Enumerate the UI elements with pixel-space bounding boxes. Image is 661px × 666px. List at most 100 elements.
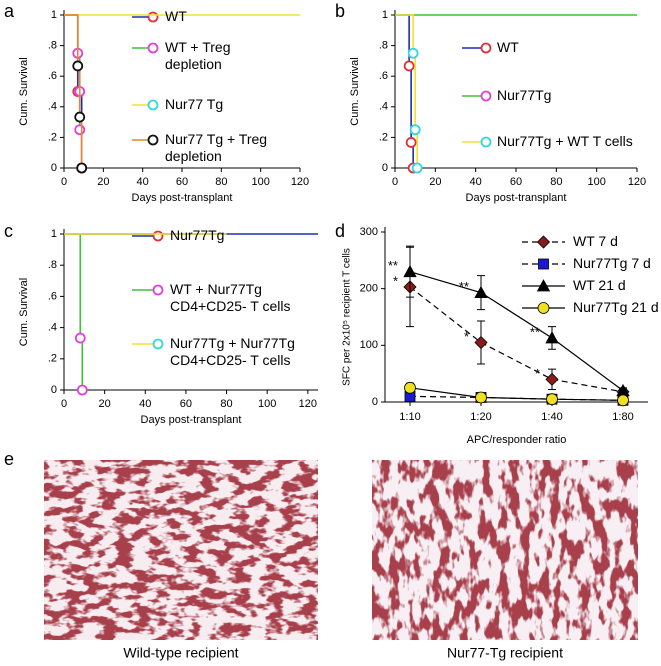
y-tick-label: .2	[48, 353, 57, 365]
x-tick-label: 40	[470, 176, 482, 188]
legend-label: Nur77Tg	[497, 87, 552, 103]
event-marker	[76, 384, 88, 396]
legend-label: WT + Nur77Tg CD4+CD25- T cells	[170, 281, 291, 314]
legend-marker	[480, 136, 492, 148]
axis-label-panel: d	[335, 221, 345, 241]
legend-label: WT + Treg depletion	[165, 39, 231, 72]
significance-mark: **	[530, 324, 540, 339]
legend-marker	[147, 11, 159, 23]
x-tick-label: 80	[220, 398, 232, 410]
y-tick-label: 1	[51, 9, 57, 21]
x-axis-label: Days post-transplant	[466, 192, 567, 204]
legend-label: Nur77 Tg + Treg depletion	[165, 131, 268, 164]
y-tick-label: .4	[48, 322, 57, 334]
x-tick-label: 120	[299, 398, 317, 410]
legend-marker	[147, 42, 159, 54]
event-marker	[74, 111, 86, 123]
legend-marker	[480, 42, 492, 54]
y-tick-label: .6	[48, 70, 57, 82]
x-tick-label: 60	[180, 398, 192, 410]
y-tick-label: 0	[51, 384, 57, 396]
y-tick-label: .4	[379, 101, 388, 113]
legend-label: Nur77Tg 7 d	[573, 255, 651, 271]
event-marker	[403, 60, 415, 72]
event-marker	[74, 124, 86, 136]
y-tick-label: 0	[372, 396, 378, 408]
series-line	[409, 395, 624, 401]
y-tick-label: 0	[51, 162, 57, 174]
axis-label-panel: a	[4, 1, 15, 21]
panel-label: e	[4, 449, 14, 469]
significance-mark: **	[459, 279, 469, 294]
histology-texture	[44, 460, 318, 640]
y-tick-label: 300	[360, 226, 378, 238]
x-tick-label: 0	[61, 398, 67, 410]
y-tick-label: .8	[48, 259, 57, 271]
legend-label: WT 21 d	[573, 277, 626, 293]
legend-marker	[147, 134, 159, 146]
x-tick-label: 20	[97, 176, 109, 188]
y-axis-label: Cum. Survival	[18, 278, 30, 346]
x-tick-label: 100	[587, 176, 605, 188]
legend-label: Nur77Tg + Nur77Tg CD4+CD25- T cells	[170, 335, 295, 368]
data-point	[474, 335, 488, 350]
event-marker	[409, 124, 421, 136]
x-axis-label: Days post-transplant	[132, 192, 233, 204]
x-tick-label: 20	[429, 176, 441, 188]
image-caption: Nur77-Tg recipient	[447, 645, 563, 661]
y-tick-label: 0	[382, 162, 388, 174]
x-tick-label: 60	[176, 176, 188, 188]
x-axis-label: Days post-transplant	[141, 414, 242, 426]
legend-marker	[538, 258, 549, 270]
y-tick-label: .2	[48, 131, 57, 143]
legend-marker	[480, 90, 492, 102]
y-axis-label: Cum. Survival	[349, 57, 361, 125]
survival-line	[64, 233, 84, 390]
x-tick-label: 1:80	[612, 411, 633, 423]
x-tick-label: 40	[137, 176, 149, 188]
x-tick-label: 100	[251, 176, 269, 188]
axis-label-panel: b	[335, 1, 345, 21]
legend-label: Nur77Tg + WT T cells	[497, 133, 633, 149]
y-tick-label: 100	[360, 339, 378, 351]
y-tick-label: .2	[379, 131, 388, 143]
event-marker	[72, 60, 84, 72]
legend-label: Nur77Tg 21 d	[573, 299, 659, 315]
x-tick-label: 1:10	[399, 411, 420, 423]
legend-label: Nur77Tg	[170, 227, 225, 243]
event-marker	[76, 162, 88, 174]
event-marker	[407, 47, 419, 59]
event-marker	[411, 162, 423, 174]
y-tick-label: .6	[48, 290, 57, 302]
legend-label: WT	[497, 39, 519, 55]
y-tick-label: .8	[379, 40, 388, 52]
legend-label: Nur77 Tg	[165, 96, 224, 112]
significance-mark: **	[388, 258, 398, 273]
x-tick-label: 1:20	[470, 411, 491, 423]
x-tick-label: 80	[550, 176, 562, 188]
y-tick-label: 1	[382, 9, 388, 21]
event-marker	[74, 332, 86, 344]
data-point	[617, 394, 629, 407]
data-point	[474, 285, 488, 299]
event-marker	[405, 137, 417, 148]
legend-marker	[147, 99, 159, 111]
x-tick-label: 40	[139, 398, 151, 410]
x-tick-label: 60	[510, 176, 522, 188]
legend-marker	[536, 279, 551, 292]
x-axis-label: APC/responder ratio	[467, 434, 567, 446]
axis-label-panel: c	[4, 221, 13, 241]
x-tick-label: 20	[99, 398, 111, 410]
data-point	[546, 393, 558, 406]
series-line	[409, 387, 624, 401]
significance-mark: *	[464, 329, 469, 344]
legend-marker	[537, 302, 550, 314]
y-tick-label: .6	[379, 70, 388, 82]
significance-mark: *	[393, 273, 398, 288]
significance-mark: *	[535, 366, 540, 381]
y-axis-label: Cum. Survival	[18, 57, 30, 125]
y-axis-label: SFC per 2x10⁵ recipient T cells	[342, 248, 353, 386]
y-tick-label: 1	[51, 228, 57, 240]
